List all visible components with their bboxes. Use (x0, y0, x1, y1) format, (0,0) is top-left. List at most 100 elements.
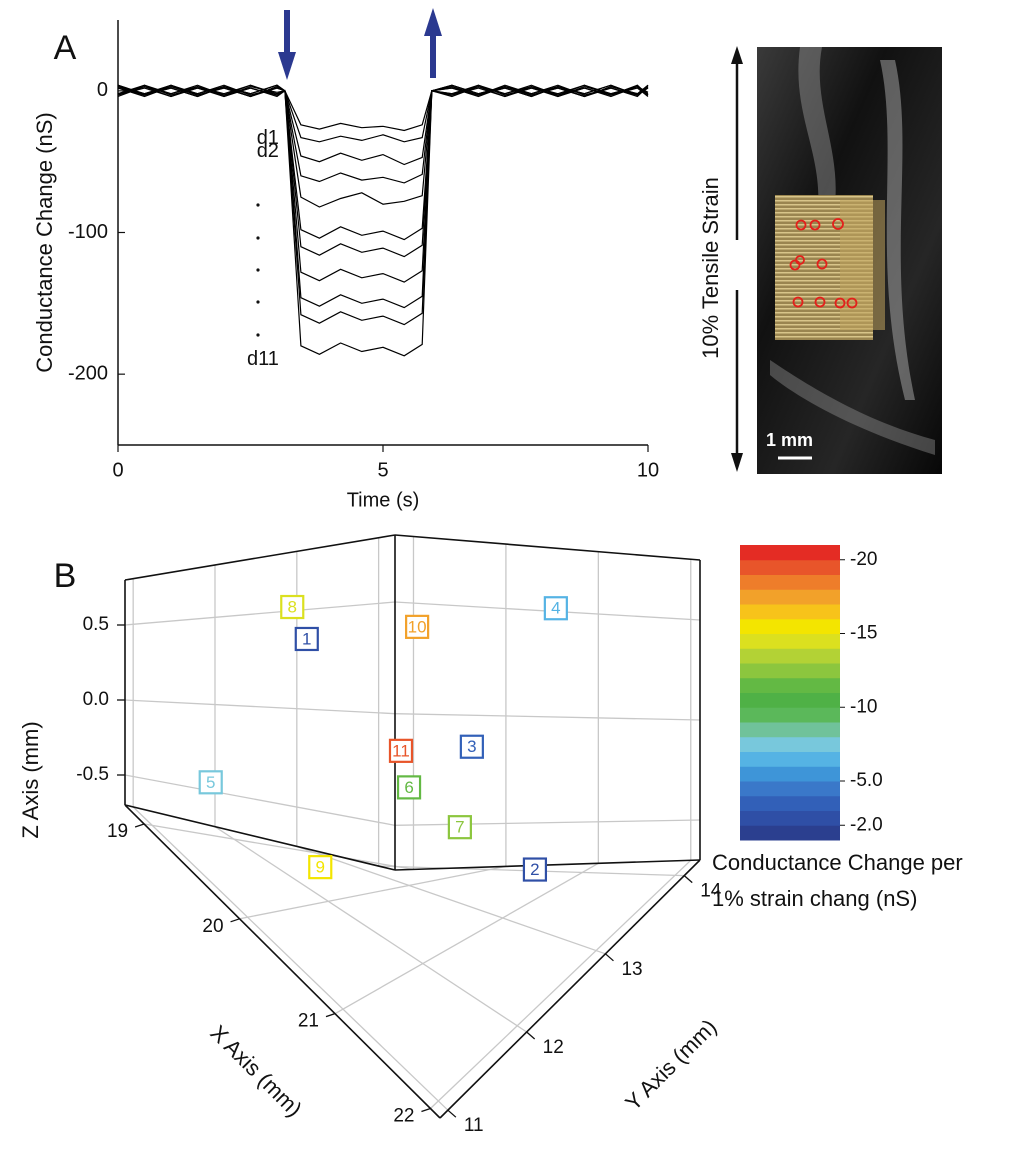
y-tick-label: 0 (97, 79, 108, 101)
electrode (809, 219, 821, 231)
trace (117, 84, 649, 326)
ellipsis-dots (256, 203, 260, 337)
y-tick (447, 1109, 457, 1118)
y-tick (605, 953, 614, 962)
frame-edge (394, 534, 701, 561)
x-tick (230, 918, 240, 923)
colorbar-band (740, 677, 840, 693)
sensor-shade (840, 200, 885, 330)
grid-line (394, 819, 701, 826)
colorbar-band (740, 692, 840, 708)
stimulus-arrows (278, 8, 442, 80)
y-axis-label: Conductance Change (nS) (32, 112, 57, 373)
colorbar-band (740, 766, 840, 782)
x-tick-label: 21 (298, 1011, 319, 1032)
grid-line (124, 601, 396, 626)
electrode-marker (280, 594, 305, 620)
z-tick-label: 0.5 (83, 614, 109, 635)
colorbar-label: 1% strain chang (nS) (712, 886, 917, 911)
trace (117, 84, 649, 357)
electrode-marker (396, 775, 422, 800)
grid-line (394, 713, 701, 721)
x-tick-label: 19 (107, 821, 128, 842)
x-tick (134, 823, 145, 828)
z-tick-label: 0.0 (83, 689, 109, 710)
x-tick (421, 1107, 431, 1113)
electrode-marker (447, 815, 472, 840)
colorbar-tick-label: -5.0 (850, 770, 883, 791)
electrode-marker (522, 857, 548, 882)
grid-line (296, 845, 606, 955)
colorbar-band (740, 604, 840, 620)
colorbar-band (740, 663, 840, 679)
electrode-label: 2 (530, 860, 539, 879)
x-axis-label: Time (s) (347, 489, 420, 511)
x-tick-label: 5 (377, 459, 388, 481)
dot (256, 268, 260, 272)
electrode (789, 259, 801, 271)
colorbar-band (740, 618, 840, 634)
glare (770, 360, 935, 455)
electrode-marker (388, 738, 414, 763)
electrode-marker (308, 855, 333, 880)
electrode-label: 10 (408, 617, 427, 636)
grid-line (132, 806, 449, 1111)
y-tick-label: 13 (621, 959, 642, 980)
colorbar-band (740, 648, 840, 664)
y-tick-label: 11 (464, 1115, 484, 1136)
electrode (832, 218, 844, 230)
trace-label: d11 (247, 348, 279, 370)
electrodes (789, 218, 858, 309)
strain-label: 10% Tensile Strain (698, 177, 723, 359)
colorbar-band (740, 825, 840, 841)
dot (256, 236, 260, 240)
y-tick-label: 12 (543, 1037, 564, 1058)
colorbar-band (740, 707, 840, 723)
y-axis (439, 859, 701, 1119)
grid-line (430, 859, 692, 1109)
electrode (814, 296, 826, 308)
x-tick-label: 20 (202, 916, 223, 937)
y-tick (526, 1031, 536, 1040)
z-tick-label: -0.5 (76, 764, 109, 785)
electrode (792, 296, 804, 308)
y-tick (683, 875, 693, 884)
dot (256, 300, 260, 304)
dot (256, 333, 260, 337)
colorbar-tick-label: -2.0 (850, 814, 883, 835)
electrode-marker (543, 596, 568, 621)
electrode (846, 297, 858, 309)
electrode-label: 7 (455, 818, 464, 837)
colorbar-band (740, 810, 840, 826)
electrode-label: 9 (316, 858, 325, 877)
colorbar-band (740, 574, 840, 590)
arrow-head (731, 453, 743, 472)
electrode (795, 219, 807, 231)
y-axis-label: Y Axis (mm) (620, 1014, 721, 1115)
electrode-marker (198, 770, 223, 795)
colorbar-tick-label: -20 (850, 549, 877, 570)
colorbar-band (740, 559, 840, 575)
colorbar-band (740, 545, 840, 561)
trace (117, 84, 649, 309)
trace-label: d2 (257, 140, 279, 162)
frame-edge (124, 534, 396, 581)
electrode-marker (459, 734, 484, 759)
colorbar-band (740, 633, 840, 649)
electrode (834, 297, 846, 309)
glare (880, 60, 915, 400)
glare (798, 47, 836, 230)
trace (117, 84, 649, 241)
x-tick-label: 22 (393, 1106, 414, 1127)
electrode-label: 5 (206, 773, 215, 792)
down-arrow-head (278, 52, 296, 80)
colorbar-label: Conductance Change per (712, 850, 963, 875)
colorbar-tick-label: -15 (850, 623, 877, 644)
colorbar-band (740, 589, 840, 605)
z-axis-label: Z Axis (mm) (18, 721, 43, 838)
grid-line (214, 826, 528, 1033)
dot (256, 203, 260, 207)
x-tick-label: 0 (112, 459, 123, 481)
scale-bar-label: 1 mm (766, 430, 813, 450)
